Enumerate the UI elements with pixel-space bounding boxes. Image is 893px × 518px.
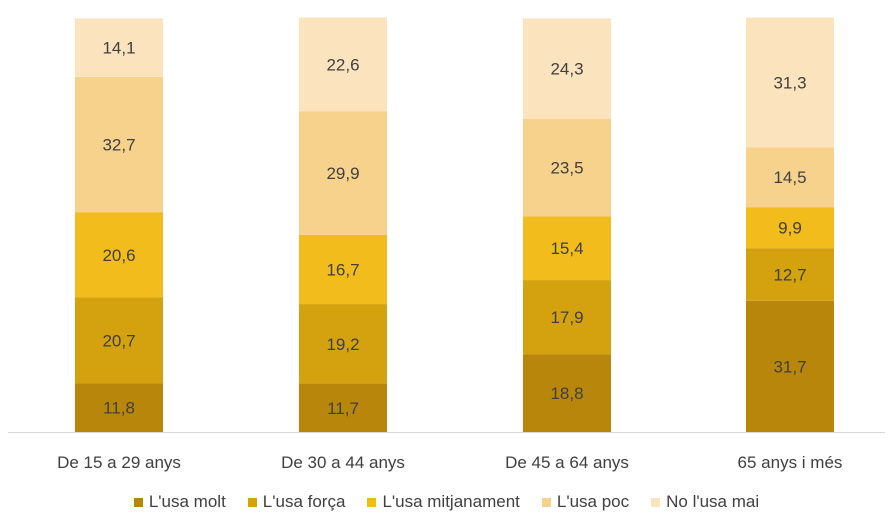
bar-segment [746,248,834,301]
bar-segment [75,383,163,432]
data-label: 19,2 [326,335,359,354]
legend-item: L'usa poc [541,492,630,512]
category-label: De 15 a 29 anys [57,453,181,472]
legend-label: L'usa força [262,492,346,511]
bar-segment [75,18,163,77]
category-label: De 30 a 44 anys [281,453,405,472]
category-label: De 45 a 64 anys [505,453,629,472]
data-label: 16,7 [326,261,359,280]
bar-segment [523,216,611,281]
bar-segment [299,234,387,305]
bar-segment [746,147,834,208]
bar-segment [523,354,611,432]
bar-segment [746,17,834,148]
bar-segment [75,76,163,213]
legend-item: L'usa molt [133,492,226,512]
legend-swatch [247,497,257,507]
data-label: 22,6 [326,55,359,74]
data-label: 32,7 [102,135,135,154]
data-label: 9,9 [778,219,802,238]
data-label: 23,5 [550,159,583,178]
data-label: 11,7 [327,399,359,418]
bar-segment [299,17,387,112]
data-label: 17,9 [550,308,583,327]
data-label: 14,5 [773,168,806,187]
bar-segment [746,207,834,249]
legend-item: L'usa força [247,492,346,512]
data-label: 24,3 [550,60,583,79]
legend-swatch [367,497,377,507]
data-label: 20,6 [102,246,135,265]
data-label: 31,7 [773,357,806,376]
bar-segment [523,18,611,120]
legend-label: L'usa poc [556,492,630,511]
bar-segment [299,304,387,384]
bar-segment [75,212,163,298]
legend-swatch [133,497,143,507]
bar-segment [523,119,611,217]
data-label: 14,1 [102,39,135,58]
data-label: 12,7 [773,265,806,284]
data-label: 20,7 [102,331,135,350]
bar-segment [746,300,834,432]
data-label: 31,3 [773,73,806,92]
legend: L'usa molt L'usa força L'usa mitjanament L'… [0,490,893,514]
bar-segment [299,383,387,432]
data-label: 15,4 [550,239,583,258]
legend-swatch [651,497,661,507]
legend-item: L'usa mitjanament [367,492,520,512]
bar-segment [523,280,611,355]
legend-swatch [541,497,551,507]
data-label: 29,9 [326,164,359,183]
data-label: 11,8 [103,399,135,418]
legend-label: L'usa molt [148,492,226,511]
bar-segment [299,111,387,235]
data-label: 18,8 [550,384,583,403]
bar-segment [75,297,163,384]
category-label: 65 anys i més [738,453,843,472]
legend-item: No l'usa mai [651,492,759,512]
legend-label: No l'usa mai [666,492,760,511]
legend-label: L'usa mitjanament [382,492,520,511]
